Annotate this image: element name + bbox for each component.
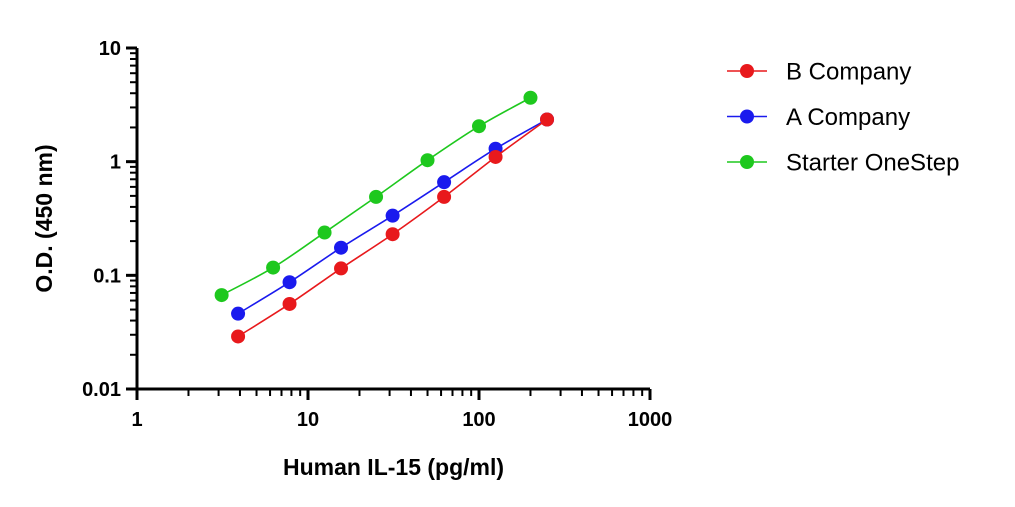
legend-label: Starter OneStep [786, 150, 959, 177]
legend-item: B Company [727, 59, 911, 86]
data-point [385, 227, 400, 242]
data-point [317, 225, 332, 240]
data-point [523, 90, 538, 105]
data-point [472, 119, 486, 134]
legend-marker [740, 109, 754, 124]
legend-item: Starter OneStep [727, 150, 959, 177]
axes [135, 48, 650, 391]
data-point [231, 306, 246, 321]
y-tick-label: 0.1 [93, 265, 121, 287]
x-tick-label: 1000 [628, 409, 673, 431]
data-point [214, 288, 229, 303]
data-point [540, 112, 555, 127]
x-axis-title: Human IL-15 (pg/ml) [283, 454, 504, 480]
x-tick-label: 10 [297, 409, 319, 431]
legend: B Company A Company Starter OneStep [727, 59, 959, 177]
data-point [282, 275, 297, 290]
data-point [385, 208, 400, 223]
x-tick-label: 1 [131, 409, 142, 431]
legend-marker [740, 64, 754, 78]
y-tick-label: 0.01 [82, 379, 121, 401]
x-ticks: 1 10 100 1000 [131, 389, 672, 431]
data-point [282, 296, 297, 311]
series-b-company [231, 112, 555, 344]
legend-label: A Company [786, 104, 910, 131]
y-tick-label: 10 [99, 38, 121, 60]
data-point [231, 329, 246, 344]
series-a-company [231, 112, 555, 321]
data-point [420, 153, 435, 168]
series-starter-onestep [214, 90, 538, 303]
legend-label: B Company [786, 59, 911, 86]
data-point [437, 175, 452, 190]
data-point [488, 149, 503, 164]
data-point [266, 260, 281, 275]
y-ticks: 0.01 0.1 1 10 [82, 38, 137, 401]
legend-marker [740, 155, 754, 169]
series-layer [214, 90, 555, 344]
data-point [334, 240, 349, 255]
y-axis-title: O.D. (450 nm) [31, 144, 57, 292]
data-point [369, 189, 384, 204]
x-tick-label: 100 [462, 409, 495, 431]
y-tick-label: 1 [110, 152, 121, 174]
data-point [437, 189, 452, 204]
legend-item: A Company [727, 104, 910, 131]
data-point [334, 261, 349, 276]
